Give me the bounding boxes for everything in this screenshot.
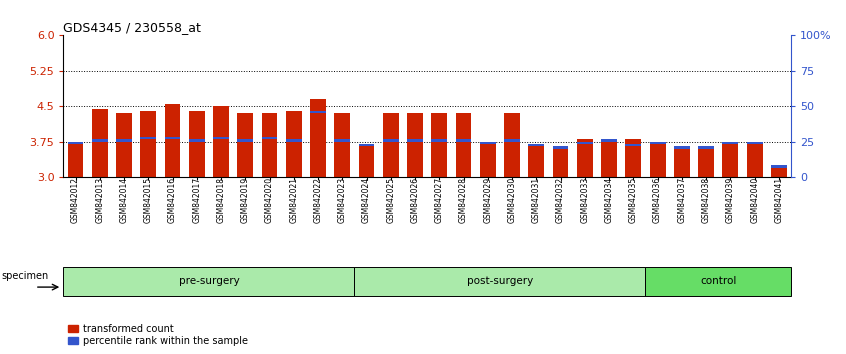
Text: GSM842037: GSM842037 [678, 177, 686, 223]
Bar [213, 106, 229, 177]
Bar [577, 142, 593, 144]
Bar [286, 111, 302, 177]
Text: GSM842039: GSM842039 [726, 177, 735, 223]
Bar [771, 165, 787, 177]
Text: GSM842022: GSM842022 [314, 177, 322, 223]
Bar [189, 139, 205, 142]
Text: GSM842014: GSM842014 [119, 177, 129, 223]
Text: GSM842038: GSM842038 [701, 177, 711, 223]
Bar [625, 144, 641, 146]
Bar [189, 111, 205, 177]
Bar [68, 142, 84, 144]
Bar [165, 104, 180, 177]
Bar [359, 144, 375, 146]
Bar [63, 267, 354, 296]
Text: GSM842033: GSM842033 [580, 177, 590, 223]
Text: GSM842012: GSM842012 [71, 177, 80, 223]
Text: GSM842024: GSM842024 [362, 177, 371, 223]
Bar [383, 113, 398, 177]
Bar [261, 137, 277, 139]
Bar [698, 146, 714, 149]
Text: GSM842020: GSM842020 [265, 177, 274, 223]
Bar [116, 113, 132, 177]
Text: GSM842025: GSM842025 [387, 177, 395, 223]
Text: GSM842030: GSM842030 [508, 177, 517, 223]
Bar [354, 267, 645, 296]
Text: pre-surgery: pre-surgery [179, 276, 239, 286]
Text: GSM842031: GSM842031 [532, 177, 541, 223]
Bar [650, 142, 666, 177]
Bar [650, 142, 666, 144]
Bar [456, 139, 471, 142]
Bar [698, 146, 714, 177]
Bar [92, 109, 107, 177]
Bar [213, 137, 229, 139]
Text: GSM842026: GSM842026 [410, 177, 420, 223]
Bar [722, 142, 739, 144]
Bar [431, 139, 448, 142]
Text: GSM842041: GSM842041 [774, 177, 783, 223]
Text: GSM842040: GSM842040 [750, 177, 759, 223]
Bar [407, 113, 423, 177]
Bar [456, 113, 471, 177]
Bar [480, 142, 496, 177]
Text: GSM842018: GSM842018 [217, 177, 226, 223]
Bar [334, 139, 350, 142]
Text: specimen: specimen [1, 271, 48, 281]
Text: control: control [700, 276, 736, 286]
Bar [674, 146, 689, 149]
Bar [552, 146, 569, 177]
Text: post-surgery: post-surgery [467, 276, 533, 286]
Bar [602, 139, 617, 177]
Text: GSM842029: GSM842029 [483, 177, 492, 223]
Text: GSM842015: GSM842015 [144, 177, 153, 223]
Bar [625, 139, 641, 177]
Bar [602, 139, 617, 142]
Bar [529, 144, 544, 146]
Bar [261, 113, 277, 177]
Bar [480, 142, 496, 144]
Bar [238, 139, 253, 142]
Bar [722, 142, 739, 177]
Text: GSM842023: GSM842023 [338, 177, 347, 223]
Bar [407, 139, 423, 142]
Bar [504, 139, 520, 142]
Bar [140, 111, 157, 177]
Bar [504, 113, 520, 177]
Bar [310, 111, 326, 113]
Bar [431, 113, 448, 177]
Bar [238, 113, 253, 177]
Legend: transformed count, percentile rank within the sample: transformed count, percentile rank withi… [69, 324, 248, 346]
Text: GSM842013: GSM842013 [96, 177, 104, 223]
Bar [140, 137, 157, 139]
Bar [529, 146, 544, 177]
Text: GSM842032: GSM842032 [556, 177, 565, 223]
Bar [747, 142, 762, 177]
Text: GSM842021: GSM842021 [289, 177, 299, 223]
Text: GSM842027: GSM842027 [435, 177, 444, 223]
Text: GSM842019: GSM842019 [241, 177, 250, 223]
Text: GSM842035: GSM842035 [629, 177, 638, 223]
Bar [747, 142, 762, 144]
Text: GSM842016: GSM842016 [168, 177, 177, 223]
Bar [334, 113, 350, 177]
Bar [771, 165, 787, 167]
Bar [68, 142, 84, 177]
Bar [674, 146, 689, 177]
Text: GSM842028: GSM842028 [459, 177, 468, 223]
Bar [165, 137, 180, 139]
Bar [116, 139, 132, 142]
Bar [645, 267, 791, 296]
Bar [577, 139, 593, 177]
Text: GDS4345 / 230558_at: GDS4345 / 230558_at [63, 21, 201, 34]
Bar [310, 99, 326, 177]
Bar [92, 139, 107, 142]
Bar [286, 139, 302, 142]
Bar [552, 146, 569, 149]
Text: GSM842036: GSM842036 [653, 177, 662, 223]
Bar [383, 139, 398, 142]
Text: GSM842034: GSM842034 [605, 177, 613, 223]
Bar [359, 146, 375, 177]
Text: GSM842017: GSM842017 [192, 177, 201, 223]
